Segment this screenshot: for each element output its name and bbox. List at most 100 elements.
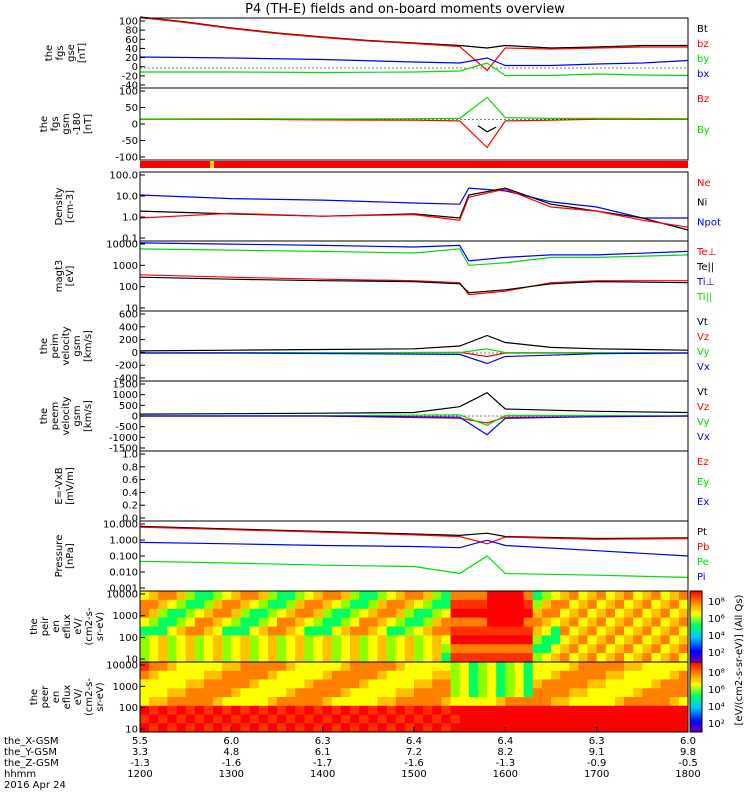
heatmap-cell: [423, 670, 433, 680]
heatmap-cell: [295, 635, 305, 645]
legend-Ex: Ex: [697, 497, 709, 508]
heatmap-cell: [432, 626, 442, 636]
heatmap-cell: [222, 608, 232, 619]
heatmap-cell: [304, 591, 315, 601]
heatmap-cell: [395, 599, 406, 610]
y-tick-label: 200: [119, 335, 138, 346]
heatmap-cell: [633, 714, 643, 724]
heatmap-cell: [203, 617, 214, 627]
heatmap-cell: [614, 599, 625, 610]
heatmap-cell: [642, 626, 652, 636]
heatmap-cell: [149, 688, 159, 698]
heatmap-cell: [541, 591, 552, 601]
heatmap-cell: [441, 635, 452, 645]
y-tick-label: -400: [115, 374, 138, 385]
heatmap-cell: [395, 608, 406, 619]
y-tick-label: 0: [132, 120, 138, 131]
heatmap-cell: [404, 626, 415, 636]
y-axis-label: Density [cm-3]: [54, 187, 76, 225]
heatmap-cell: [149, 644, 159, 654]
heatmap-cell: [651, 608, 662, 619]
panel-frame: [139, 17, 689, 89]
heatmap-cell: [404, 635, 415, 645]
heatmap-cell: [222, 635, 232, 645]
x-row-label: the_Z-GSM: [4, 758, 59, 769]
heatmap-cell: [331, 705, 342, 715]
heatmap-cell: [450, 670, 461, 680]
heatmap-cell: [660, 653, 671, 663]
y-label-line: the: [39, 116, 50, 132]
heatmap-cell: [286, 679, 296, 689]
heatmap-cell: [487, 670, 497, 680]
colorbar-tick: 10⁶: [708, 685, 725, 696]
heatmap-cell: [660, 723, 671, 733]
heatmap-cell: [569, 591, 579, 601]
colorbar-tick: 10⁴: [708, 631, 725, 642]
heatmap-cell: [176, 626, 187, 636]
series-Vx: [140, 352, 689, 365]
heatmap-cell: [414, 644, 424, 654]
heatmap-cell: [423, 679, 433, 689]
heatmap-cell: [158, 608, 168, 619]
panel-density: 100.0 10.0 1.0 0.1 Density [cm-3] Ne Ni Npot: [54, 171, 721, 245]
heatmap-cell: [487, 714, 497, 724]
heatmap-cell: [286, 591, 296, 601]
y-tick-label: 0: [132, 412, 138, 423]
heatmap-cell: [487, 591, 497, 601]
heatmap-cell: [532, 644, 543, 654]
y-tick-label: 100: [119, 87, 138, 98]
heatmap-cell: [541, 714, 552, 724]
heatmap-cell: [140, 644, 150, 654]
heatmap-cell: [277, 688, 287, 698]
heatmap-cell: [149, 723, 159, 733]
heatmap-cell: [651, 688, 662, 698]
heatmap-cell: [477, 644, 488, 654]
heatmap-cell: [605, 662, 616, 672]
y-tick-label: 0.0: [122, 514, 138, 525]
y-axis-label: the fgs gsm -180 [nT]: [39, 113, 94, 136]
heatmap-cell: [322, 679, 333, 689]
heatmap-cell: [231, 705, 241, 715]
panel-fgs-gsm: 100 50 0 -50 -100 the fgs gsm -180 [nT] Bz By: [39, 87, 710, 164]
heatmap-cell: [295, 723, 305, 733]
heatmap-cell: [359, 653, 369, 663]
heatmap-cell: [386, 644, 397, 654]
heatmap-cell: [359, 679, 369, 689]
heatmap-cell: [633, 688, 643, 698]
heatmap-cell: [432, 688, 442, 698]
y-label-line: [nPa]: [65, 543, 76, 569]
heatmap-cell: [277, 662, 287, 672]
hhmm-value: 1700: [584, 769, 609, 780]
heatmap-cell: [286, 723, 296, 733]
heatmap-cell: [660, 591, 671, 601]
heatmap-cell: [441, 591, 452, 601]
heatmap-cell: [395, 635, 406, 645]
heatmap-cell: [514, 688, 525, 698]
heatmap-cell: [450, 626, 461, 636]
y-tick-label: 0: [132, 62, 138, 73]
panel-frame: [139, 87, 689, 161]
heatmap-cell: [468, 670, 479, 680]
heatmap-cell: [541, 608, 552, 619]
y-tick-label: 0.8: [122, 462, 138, 473]
heatmap-cell: [140, 697, 150, 707]
legend-Vz: Vz: [697, 332, 709, 343]
heatmap-cell: [450, 723, 461, 733]
heatmap-cell: [222, 723, 232, 733]
heatmap-cell: [203, 626, 214, 636]
heatmap-cell: [368, 617, 378, 627]
heatmap-cell: [605, 626, 616, 636]
legend-By: By: [697, 125, 710, 136]
heatmap-cell: [231, 617, 241, 627]
colorbar-tick: 10⁸: [708, 597, 725, 608]
heatmap-cell: [304, 688, 315, 698]
heatmap-cell: [560, 705, 570, 715]
heatmap-cell: [213, 679, 223, 689]
heatmap-cell: [404, 670, 415, 680]
heatmap-cell: [551, 679, 561, 689]
heatmap-cell: [149, 679, 159, 689]
y-tick-label: 10000: [106, 590, 138, 601]
heatmap-cell: [523, 688, 534, 698]
heatmap-cell: [633, 644, 643, 654]
